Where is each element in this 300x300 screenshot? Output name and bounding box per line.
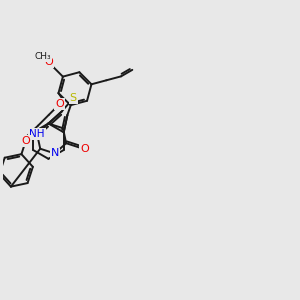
Text: O: O — [55, 99, 64, 109]
Text: CH₃: CH₃ — [34, 52, 51, 61]
Text: N: N — [51, 148, 59, 158]
Text: O: O — [44, 57, 53, 67]
Text: O: O — [80, 144, 89, 154]
Text: O: O — [21, 136, 30, 146]
Text: S: S — [70, 93, 77, 103]
Text: NH: NH — [29, 129, 45, 139]
